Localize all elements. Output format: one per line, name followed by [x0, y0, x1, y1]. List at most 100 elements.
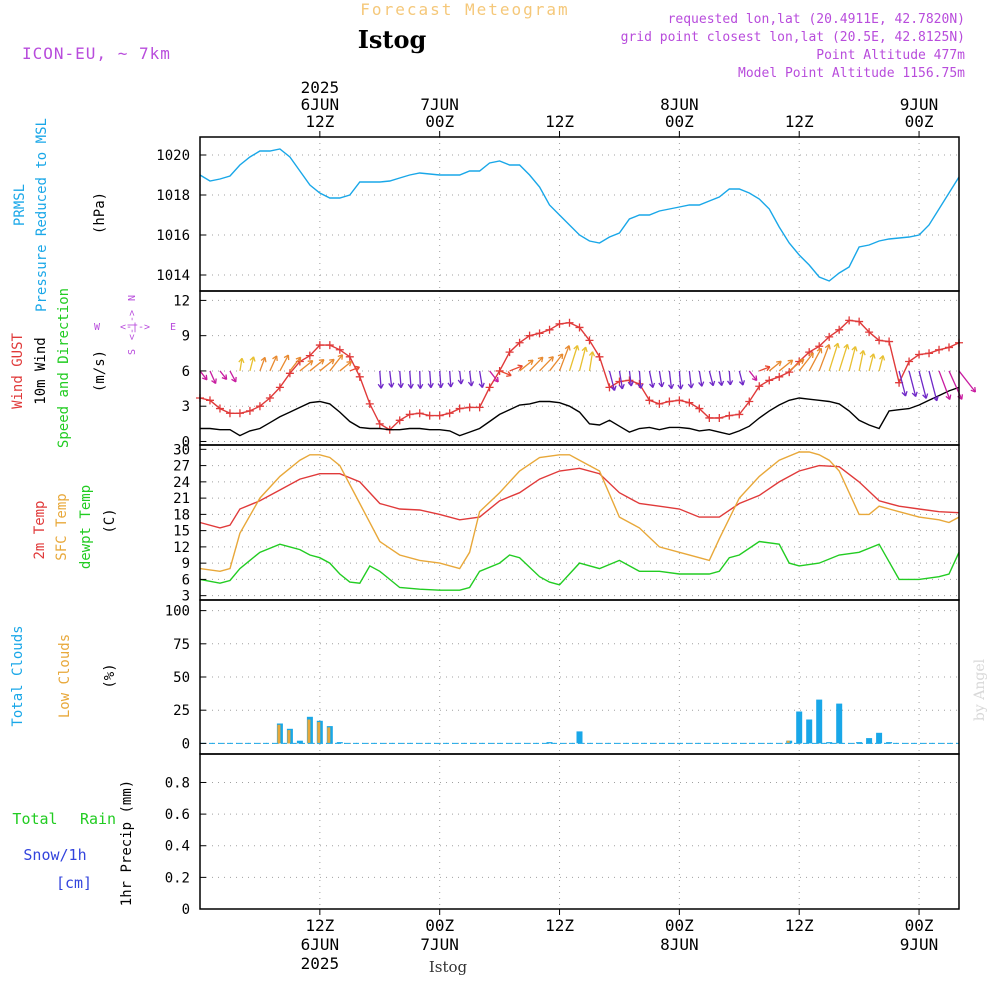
- cloud-bar-total: [806, 719, 813, 744]
- gust-marker: [925, 349, 934, 358]
- series-line-sfc-temp: [199, 451, 960, 573]
- wind-arrow: [938, 370, 951, 400]
- wind-unit: (m/s): [92, 350, 108, 392]
- gust-marker: [205, 396, 214, 405]
- gust-marker: [255, 402, 264, 411]
- wind-arrow: [329, 354, 344, 372]
- wind-arrow: [279, 354, 289, 372]
- panel-frame-pressure: [199, 136, 960, 292]
- x-tick-label-top: 8JUN: [660, 95, 699, 114]
- gust-marker: [345, 352, 354, 361]
- footer-location: Istog: [429, 958, 468, 976]
- gust-marker: [445, 409, 454, 418]
- wind-arrow-head: [557, 353, 564, 360]
- wind-arrow-head: [698, 381, 705, 387]
- x-tick-label-top: 12Z: [305, 112, 334, 131]
- x-tick-label-bottom: 2025: [301, 954, 340, 973]
- x-tick-label-bottom: 00Z: [665, 916, 694, 935]
- y-tick-label: 15: [173, 524, 190, 540]
- cloud-bar-total: [796, 711, 803, 744]
- wind-arrow: [389, 370, 393, 388]
- gust-marker: [465, 403, 474, 412]
- wind-arrow: [229, 370, 237, 383]
- gust-marker: [885, 337, 894, 346]
- gust-marker: [755, 382, 764, 391]
- wind-arrow: [578, 346, 587, 372]
- dewpt-label: dewpt Temp: [78, 485, 94, 569]
- gust-marker: [555, 319, 564, 328]
- y-tick-label: 50: [173, 670, 190, 686]
- wind-arrow: [509, 365, 523, 372]
- wind-arrow-head: [751, 375, 758, 382]
- x-tick-label-bottom: 12Z: [785, 916, 814, 935]
- wind-arrow: [219, 370, 228, 380]
- wind-arrow-head: [478, 382, 485, 389]
- y-tick-label: 0: [182, 902, 190, 918]
- gust-marker: [305, 351, 314, 360]
- wind-arrow-head: [738, 380, 746, 386]
- low-clouds-label: Low Clouds: [57, 634, 73, 718]
- wind-arrow-head: [318, 358, 325, 365]
- x-tick-label-bottom: 12Z: [305, 916, 334, 935]
- wind-arrow: [838, 344, 849, 372]
- gust-marker: [375, 419, 384, 428]
- x-tick-label-top: 12Z: [545, 112, 574, 131]
- y-tick-label: 0.6: [165, 807, 190, 823]
- wind-arrow: [499, 370, 512, 377]
- wind-arrow: [898, 370, 907, 397]
- cloud-bar-total: [576, 731, 583, 744]
- y-tick-label: 6: [182, 572, 190, 588]
- precip-axis-label: 1hr Precip (mm): [119, 780, 135, 906]
- gust-marker: [705, 413, 714, 422]
- cloud-bar-total: [876, 732, 883, 744]
- gust-marker: [645, 396, 654, 405]
- panel-frame-precip: [199, 753, 960, 910]
- cloud-bar-total: [296, 740, 303, 744]
- wind-arrow-head: [506, 371, 512, 377]
- x-tick-label-top: 9JUN: [900, 95, 939, 114]
- credit-watermark: by Angel: [972, 658, 988, 721]
- wind-arrow: [339, 360, 352, 372]
- wind-arrow-head: [564, 345, 571, 351]
- wind-arrow-head: [677, 384, 684, 390]
- wind-arrow-head: [718, 380, 725, 387]
- gust-marker: [435, 411, 444, 420]
- wind-arrow: [868, 353, 875, 372]
- y-tick-label: 100: [165, 604, 190, 620]
- y-tick-label: 24: [173, 475, 190, 491]
- wind-arrow: [668, 370, 673, 389]
- wind-arrow-head: [221, 374, 228, 381]
- wind-arrow: [818, 344, 830, 372]
- wind-arrow-head: [527, 359, 534, 366]
- wind-arrow-head: [610, 385, 617, 391]
- wind-arrow-head: [833, 342, 840, 349]
- series-line-2m-temp: [199, 464, 960, 529]
- gust-marker: [365, 399, 374, 408]
- pressure-label-2: Pressure Reduced to MSL: [34, 118, 50, 312]
- wind-arrow-head: [211, 378, 217, 385]
- wind-arrow: [848, 346, 857, 372]
- y-tick-label: 1020: [156, 148, 190, 164]
- wind-arrow-head: [764, 365, 771, 372]
- frame-layer: [199, 131, 960, 915]
- wind-arrow: [239, 358, 243, 372]
- wind-arrow-head: [493, 376, 499, 383]
- gust-marker: [615, 377, 624, 386]
- clouds-unit: (%): [102, 663, 118, 688]
- wind-arrow: [209, 370, 217, 384]
- cloud-bar-low: [277, 724, 281, 744]
- gust-marker: [785, 368, 794, 377]
- wind-arrow-head: [427, 382, 434, 389]
- wind-arrow: [558, 345, 570, 372]
- gust-marker: [865, 328, 874, 337]
- wind-arrow-head: [231, 376, 237, 383]
- wind-arrow-head: [537, 356, 544, 363]
- wind-arrow-head: [346, 360, 353, 367]
- wind-arrow: [928, 370, 938, 401]
- wind-arrow: [788, 358, 805, 372]
- wind-arrow-head: [588, 351, 596, 357]
- wind-arrow: [748, 370, 758, 381]
- gust-marker: [935, 345, 944, 354]
- precip-snow-label: Snow/1h: [23, 846, 86, 864]
- requested-coords: requested lon,lat (20.4911E, 42.7820N): [668, 12, 965, 27]
